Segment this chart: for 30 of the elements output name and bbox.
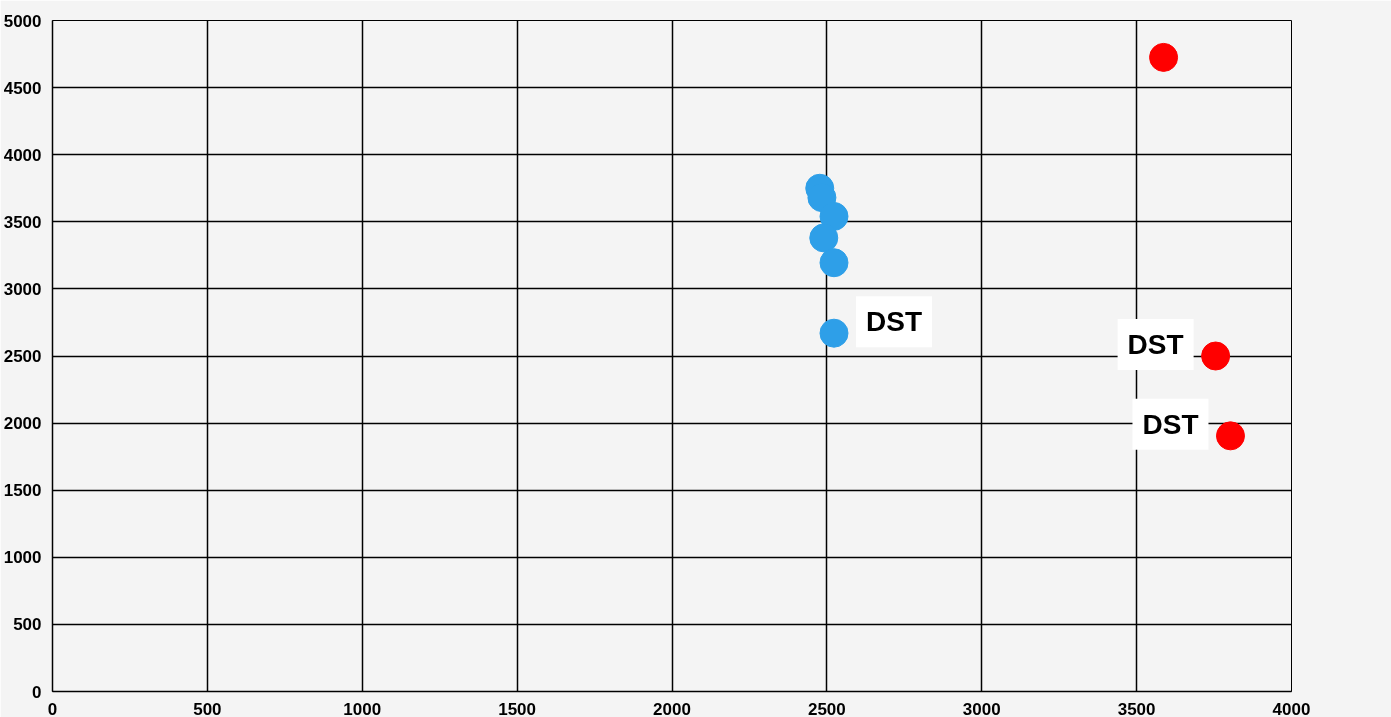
annotation: DST	[1127, 329, 1184, 360]
x-tick-label: 1000	[343, 699, 382, 717]
x-tick-label: 2000	[653, 699, 691, 717]
y-tick-label: 4500	[3, 78, 42, 98]
point	[1201, 341, 1231, 371]
x-tick-label: 3500	[1117, 699, 1156, 717]
point	[809, 223, 839, 253]
y-tick-label: 3500	[3, 212, 42, 232]
x-tick-label: 4000	[1272, 699, 1311, 717]
y-tick-label: 5000	[3, 11, 42, 31]
y-tick-label: 3000	[3, 279, 42, 299]
y-tick-label: 1500	[3, 481, 42, 501]
point	[819, 201, 849, 231]
annotation: DST	[1142, 408, 1199, 440]
y-tick-label: 4000	[3, 145, 42, 165]
point	[1215, 421, 1245, 451]
y-tick-label: 2500	[3, 347, 42, 366]
y-tick-label: 0	[32, 682, 42, 702]
annotation: DST	[866, 306, 922, 338]
y-tick-label: 2000	[3, 414, 42, 434]
point	[1149, 42, 1179, 72]
y-tick-label: 500	[13, 615, 42, 635]
point	[819, 248, 849, 278]
x-tick-label: 3000	[962, 699, 1001, 717]
x-tick-label: 1500	[498, 699, 537, 717]
x-tick-label: 2500	[807, 699, 846, 717]
y-tick-label: 1000	[3, 548, 42, 568]
x-tick-label: 0	[47, 699, 58, 717]
point	[819, 318, 849, 348]
x-tick-label: 500	[193, 699, 222, 717]
